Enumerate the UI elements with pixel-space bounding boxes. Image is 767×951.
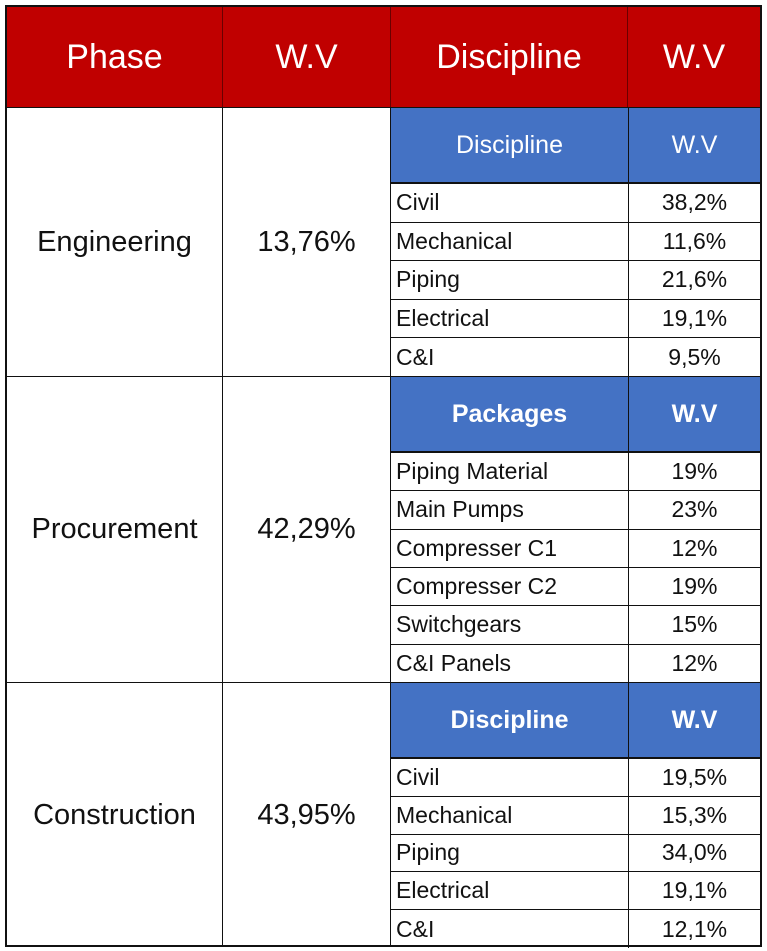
row-weight-value: 15% bbox=[628, 606, 760, 644]
row-weight-value: 19,1% bbox=[628, 872, 760, 910]
table-row: Mechanical 11,6% bbox=[391, 222, 760, 262]
phase-name: Engineering bbox=[7, 108, 223, 376]
row-weight-value: 19% bbox=[628, 453, 760, 491]
table-row: Mechanical 15,3% bbox=[391, 796, 760, 835]
row-weight-value: 21,6% bbox=[628, 261, 760, 299]
table-row: Civil 19,5% bbox=[391, 759, 760, 797]
table-row: Compresser C1 12% bbox=[391, 529, 760, 568]
phase-name: Procurement bbox=[7, 377, 223, 682]
row-weight-value: 19% bbox=[628, 568, 760, 606]
header-phase: Phase bbox=[7, 7, 223, 107]
phase-name: Construction bbox=[7, 683, 223, 947]
row-name: Electrical bbox=[396, 877, 490, 904]
row-name: Piping bbox=[396, 839, 460, 866]
phase-section-construction: Construction 43,95% Discipline W.V Civil… bbox=[7, 682, 760, 948]
table-row: Electrical 19,1% bbox=[391, 872, 760, 911]
row-name: C&I Panels bbox=[396, 650, 512, 677]
phase-weight-value: 42,29% bbox=[223, 377, 391, 682]
table-row: C&I 12,1% bbox=[391, 910, 760, 948]
header-phase-wv: W.V bbox=[223, 7, 391, 107]
sub-header-wv: W.V bbox=[628, 108, 760, 182]
row-name: Civil bbox=[396, 763, 440, 790]
row-name: Compresser C2 bbox=[396, 573, 558, 600]
row-name: C&I bbox=[396, 344, 435, 371]
row-name: Civil bbox=[396, 189, 440, 216]
header-discipline: Discipline bbox=[391, 7, 628, 107]
table-row: C&I 9,5% bbox=[391, 338, 760, 377]
header-discipline-wv: W.V bbox=[662, 37, 726, 76]
table-row: C&I Panels 12% bbox=[391, 644, 760, 683]
table-row: Main Pumps 23% bbox=[391, 491, 760, 530]
row-weight-value: 11,6% bbox=[628, 222, 760, 261]
row-weight-value: 12,1% bbox=[628, 910, 760, 948]
row-name: Piping bbox=[396, 266, 460, 293]
table-row: Piping 21,6% bbox=[391, 261, 760, 300]
row-weight-value: 12% bbox=[628, 529, 760, 567]
row-name: C&I bbox=[396, 915, 435, 942]
row-weight-value: 23% bbox=[628, 491, 760, 529]
row-weight-value: 19,1% bbox=[628, 299, 760, 338]
row-weight-value: 12% bbox=[628, 644, 760, 683]
table-row: Piping 34,0% bbox=[391, 834, 760, 873]
sub-table-header: Discipline W.V bbox=[391, 108, 760, 184]
row-name: Mechanical bbox=[396, 227, 513, 254]
row-name: Switchgears bbox=[396, 611, 522, 638]
table-row: Civil 38,2% bbox=[391, 184, 760, 223]
row-name: Piping Material bbox=[396, 458, 549, 485]
row-name: Compresser C1 bbox=[396, 534, 558, 561]
weight-value-table: Phase W.V Discipline W.V Engineering 13,… bbox=[5, 5, 762, 948]
row-weight-value: 38,2% bbox=[628, 184, 760, 222]
row-weight-value: 19,5% bbox=[628, 759, 760, 796]
sub-header-name: Discipline bbox=[450, 705, 569, 734]
table-row: Piping Material 19% bbox=[391, 453, 760, 492]
sub-table-header: Discipline W.V bbox=[391, 683, 760, 759]
table-row: Electrical 19,1% bbox=[391, 299, 760, 339]
phase-section-procurement: Procurement 42,29% Packages W.V Piping M… bbox=[7, 376, 760, 683]
row-weight-value: 9,5% bbox=[628, 338, 760, 377]
sub-header-name: Discipline bbox=[456, 130, 563, 159]
phase-section-engineering: Engineering 13,76% Discipline W.V Civil … bbox=[7, 107, 760, 377]
table-header: Phase W.V Discipline W.V bbox=[7, 7, 760, 107]
row-name: Mechanical bbox=[396, 801, 513, 828]
sub-header-wv: W.V bbox=[628, 377, 760, 451]
sub-table-header: Packages W.V bbox=[391, 377, 760, 453]
row-weight-value: 34,0% bbox=[628, 834, 760, 872]
row-name: Electrical bbox=[396, 305, 490, 332]
phase-weight-value: 13,76% bbox=[223, 108, 391, 376]
table-row: Compresser C2 19% bbox=[391, 568, 760, 607]
sub-header-wv: W.V bbox=[628, 683, 760, 757]
phase-weight-value: 43,95% bbox=[223, 683, 391, 947]
row-weight-value: 15,3% bbox=[628, 796, 760, 834]
table-row: Switchgears 15% bbox=[391, 606, 760, 645]
sub-header-name: Packages bbox=[451, 399, 568, 428]
row-name: Main Pumps bbox=[396, 496, 524, 523]
